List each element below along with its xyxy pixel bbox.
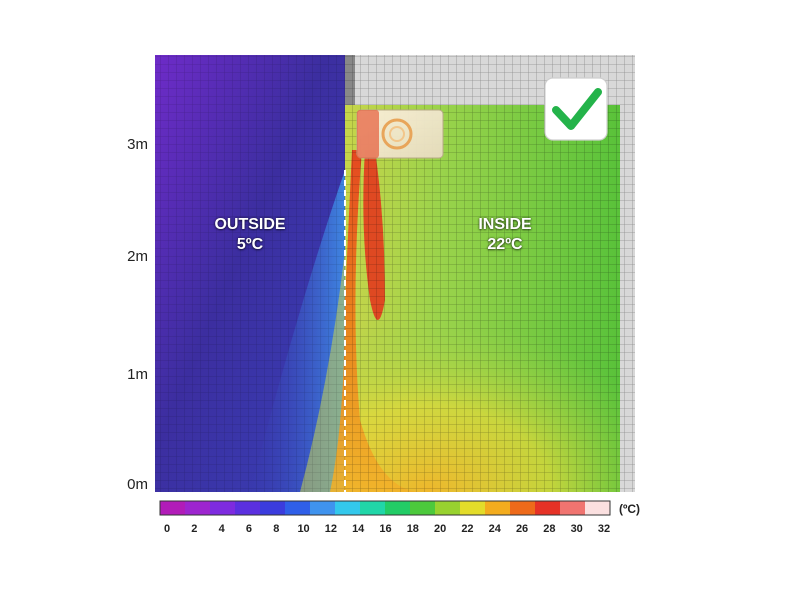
scale-tick-label: 16 — [379, 523, 392, 535]
y-axis-label-1m: 1m — [127, 366, 148, 383]
outside-label: OUTSIDE 5ºC — [195, 215, 305, 255]
scale-tick-label: 26 — [515, 523, 529, 535]
scale-swatch — [485, 501, 511, 515]
scale-tick-label: 2 — [191, 523, 198, 535]
scale-swatch — [210, 501, 236, 515]
scale-swatch — [585, 501, 611, 515]
heater-icon — [356, 109, 444, 159]
scale-border — [159, 500, 611, 516]
y-axis-label-3m: 3m — [127, 136, 148, 153]
scale-tick-label: 32 — [597, 523, 611, 535]
scale-swatch — [560, 501, 586, 515]
scale-tick-label: 10 — [297, 523, 310, 535]
scale-tick-label: 8 — [273, 523, 280, 535]
scale-unit-label: (ºC) — [619, 502, 641, 516]
scale-swatch — [185, 501, 211, 515]
y-axis-label-2m: 2m — [127, 248, 148, 265]
scale-swatch — [160, 501, 186, 515]
scale-swatch — [385, 501, 411, 515]
scale-swatch — [410, 501, 436, 515]
scale-swatch — [260, 501, 286, 515]
outside-grid — [155, 55, 345, 492]
scale-tick-label: 20 — [434, 523, 447, 535]
scale-tick-label: 30 — [570, 523, 583, 535]
scale-swatch — [310, 501, 336, 515]
scale-swatch — [535, 501, 561, 515]
scale-swatch — [460, 501, 486, 515]
scale-tick-label: 24 — [488, 523, 501, 535]
y-axis-label-0m: 0m — [127, 476, 148, 493]
scale-swatch — [510, 501, 536, 515]
inside-temp: 22ºC — [487, 236, 523, 253]
outside-temp: 5ºC — [236, 236, 264, 253]
scale-tick-label: 6 — [245, 523, 252, 535]
scale-swatch — [435, 501, 461, 515]
inside-label: INSIDE 22ºC — [450, 215, 560, 255]
scale-swatch — [335, 501, 361, 515]
temperature-scale-bar — [159, 500, 611, 516]
scale-tick-label: 18 — [406, 523, 419, 535]
scale-swatch — [360, 501, 386, 515]
inside-name: INSIDE — [478, 216, 532, 233]
scale-swatch — [285, 501, 311, 515]
outside-name: OUTSIDE — [214, 216, 286, 233]
checkmark-icon — [544, 77, 608, 141]
scale-tick-label: 14 — [352, 523, 365, 535]
scale-tick-label: 4 — [218, 523, 225, 535]
scale-tick-label: 28 — [543, 523, 556, 535]
scale-tick-label: 22 — [461, 523, 474, 535]
scale-tick-label: 0 — [163, 523, 171, 535]
scale-swatch — [235, 501, 261, 515]
scale-tick-label: 12 — [324, 523, 337, 535]
